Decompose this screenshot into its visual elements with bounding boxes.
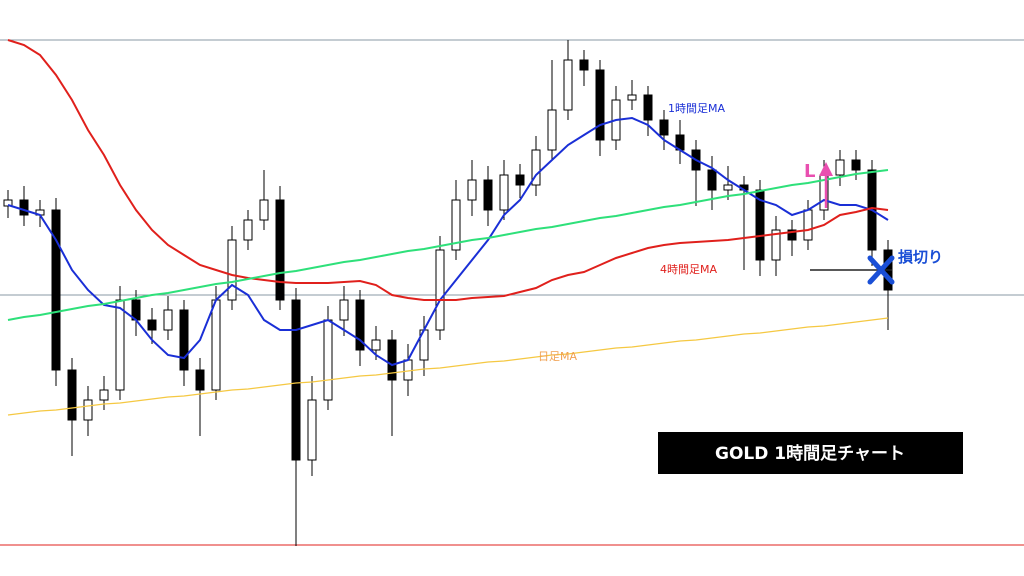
candle-body: [83, 399, 93, 421]
candle-body: [643, 94, 653, 121]
candle-body: [499, 174, 509, 211]
candle-body: [851, 159, 861, 171]
candle-body: [563, 59, 573, 111]
candle-body: [659, 119, 669, 136]
candle-body: [803, 209, 813, 241]
candle-body: [323, 319, 333, 401]
ma-label: 4時間足MA: [660, 263, 717, 276]
candle-body: [275, 199, 285, 301]
candle-body: [179, 309, 189, 371]
candle-body: [195, 369, 205, 391]
candle-body: [547, 109, 557, 151]
candle-body: [403, 359, 413, 381]
candle-body: [307, 399, 317, 461]
title-box: [658, 432, 963, 474]
candle-body: [627, 94, 637, 101]
entry-label: L: [804, 161, 815, 182]
candle-body: [163, 309, 173, 331]
candle-body: [355, 299, 365, 351]
candle-body: [339, 299, 349, 321]
candle-body: [835, 159, 845, 176]
ma-line: [7, 116, 889, 367]
stop-mark: [867, 255, 895, 285]
candle-body: [451, 199, 461, 251]
candle-body: [291, 299, 301, 461]
candle-body: [147, 319, 157, 331]
candle-body: [595, 69, 605, 141]
stop-label: 損切り: [898, 248, 943, 266]
candle-body: [723, 184, 733, 191]
entry-arrow-head: [819, 162, 833, 176]
ma-label: 1時間足MA: [668, 102, 725, 115]
chart-title: GOLD 1時間足チャート: [715, 443, 905, 464]
candle-body: [531, 149, 541, 186]
candle-body: [371, 339, 381, 351]
candle-body: [771, 229, 781, 261]
candle-body: [243, 219, 253, 241]
plot-area: [3, 39, 893, 546]
candle-body: [99, 389, 109, 401]
ma-line: [7, 39, 889, 301]
candle-body: [115, 299, 125, 391]
ma-label: 日足MA: [538, 350, 577, 363]
candle-body: [483, 179, 493, 211]
ma-line: [7, 317, 889, 416]
candle-body: [387, 339, 397, 381]
candle-body: [515, 174, 525, 186]
candle-body: [707, 169, 717, 191]
ma-line: [7, 169, 889, 321]
candle-body: [51, 209, 61, 371]
candle-body: [787, 229, 797, 241]
candle-body: [19, 199, 29, 216]
candle-body: [211, 299, 221, 391]
candle-body: [467, 179, 477, 201]
candle-body: [579, 59, 589, 71]
candle-body: [435, 249, 445, 331]
candle-body: [67, 369, 77, 421]
candle-body: [259, 199, 269, 221]
candle-body: [227, 239, 237, 301]
